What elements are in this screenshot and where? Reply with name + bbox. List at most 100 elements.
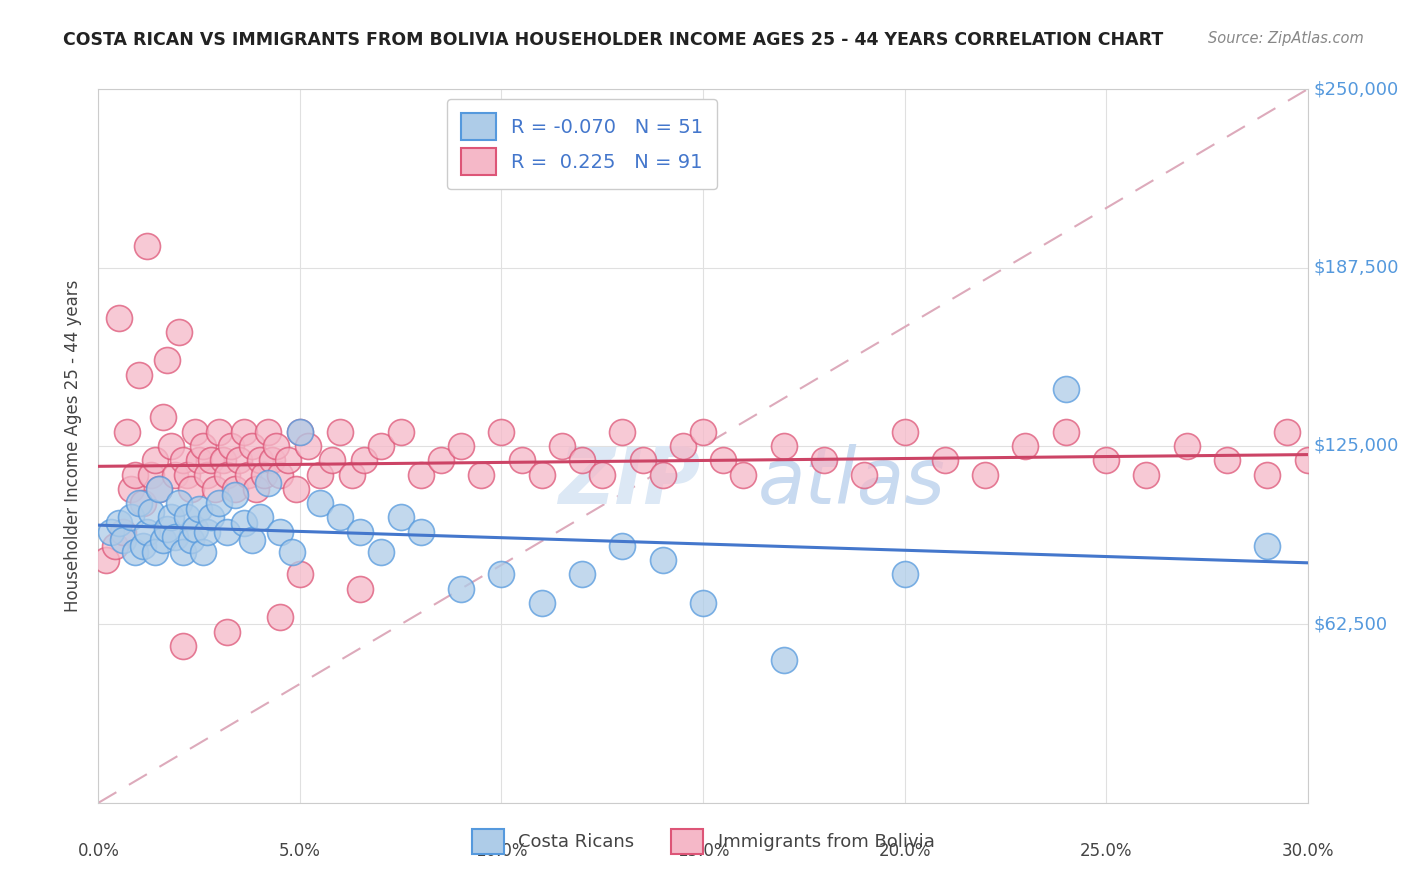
Point: [1175, 439, 1198, 453]
Point: [591, 467, 613, 482]
Point: [253, 467, 276, 482]
Point: [160, 510, 183, 524]
Point: [200, 453, 222, 467]
Point: [370, 544, 392, 558]
Point: [148, 482, 170, 496]
Point: [217, 524, 239, 539]
Point: [236, 467, 259, 482]
Text: $62,500: $62,500: [1313, 615, 1388, 633]
Point: [180, 533, 202, 548]
Point: [853, 467, 876, 482]
Text: COSTA RICAN VS IMMIGRANTS FROM BOLIVIA HOUSEHOLDER INCOME AGES 25 - 44 YEARS COR: COSTA RICAN VS IMMIGRANTS FROM BOLIVIA H…: [63, 31, 1164, 49]
Point: [934, 453, 956, 467]
Text: Source: ZipAtlas.com: Source: ZipAtlas.com: [1208, 31, 1364, 46]
Text: 15.0%: 15.0%: [676, 842, 730, 860]
Point: [370, 439, 392, 453]
Point: [200, 510, 222, 524]
Point: [692, 425, 714, 439]
Point: [128, 496, 150, 510]
Text: 0.0%: 0.0%: [77, 842, 120, 860]
Point: [193, 544, 215, 558]
Point: [1014, 439, 1036, 453]
Point: [208, 425, 231, 439]
Point: [409, 524, 432, 539]
Point: [256, 476, 278, 491]
Point: [409, 467, 432, 482]
Point: [297, 439, 319, 453]
Point: [240, 439, 263, 453]
Point: [551, 439, 574, 453]
Point: [172, 453, 194, 467]
Point: [1277, 425, 1299, 439]
Point: [349, 524, 371, 539]
Point: [115, 425, 138, 439]
Point: [288, 425, 311, 439]
Point: [107, 310, 129, 325]
Point: [571, 453, 593, 467]
Point: [96, 553, 118, 567]
Point: [269, 467, 291, 482]
Point: [193, 439, 215, 453]
Point: [1095, 453, 1118, 467]
Text: 5.0%: 5.0%: [278, 842, 321, 860]
Point: [329, 510, 352, 524]
Point: [277, 453, 299, 467]
Point: [120, 510, 142, 524]
Point: [167, 325, 190, 339]
Point: [152, 410, 174, 425]
Point: [172, 639, 194, 653]
Text: $125,000: $125,000: [1313, 437, 1399, 455]
Point: [249, 510, 271, 524]
Point: [651, 467, 673, 482]
Point: [571, 567, 593, 582]
Point: [389, 425, 412, 439]
Point: [120, 482, 142, 496]
Point: [349, 582, 371, 596]
Text: ZIP: ZIP: [558, 443, 700, 520]
Point: [195, 524, 218, 539]
Point: [132, 496, 155, 510]
Point: [204, 482, 226, 496]
Point: [103, 539, 125, 553]
Point: [232, 516, 254, 530]
Y-axis label: Householder Income Ages 25 - 44 years: Householder Income Ages 25 - 44 years: [65, 280, 83, 612]
Text: 10.0%: 10.0%: [475, 842, 527, 860]
Point: [491, 425, 513, 439]
Point: [188, 453, 211, 467]
Point: [132, 539, 155, 553]
Point: [651, 553, 673, 567]
Point: [430, 453, 453, 467]
Point: [1135, 467, 1157, 482]
Point: [156, 522, 179, 536]
Text: $250,000: $250,000: [1313, 80, 1399, 98]
Point: [321, 453, 343, 467]
Point: [180, 482, 202, 496]
Point: [100, 524, 122, 539]
Point: [135, 239, 157, 253]
Point: [256, 425, 278, 439]
Point: [284, 482, 307, 496]
Point: [450, 439, 472, 453]
Point: [491, 567, 513, 582]
Point: [217, 467, 239, 482]
Text: 20.0%: 20.0%: [879, 842, 931, 860]
Point: [228, 453, 250, 467]
Point: [124, 467, 146, 482]
Point: [893, 425, 915, 439]
Point: [249, 453, 271, 467]
Point: [772, 439, 794, 453]
Point: [631, 453, 654, 467]
Point: [139, 505, 162, 519]
Point: [329, 425, 352, 439]
Text: 25.0%: 25.0%: [1080, 842, 1132, 860]
Point: [281, 544, 304, 558]
Point: [510, 453, 533, 467]
Point: [450, 582, 472, 596]
Point: [212, 453, 235, 467]
Point: [167, 496, 190, 510]
Point: [692, 596, 714, 610]
Point: [1296, 453, 1319, 467]
Point: [530, 596, 553, 610]
Point: [224, 487, 246, 501]
Point: [143, 544, 166, 558]
